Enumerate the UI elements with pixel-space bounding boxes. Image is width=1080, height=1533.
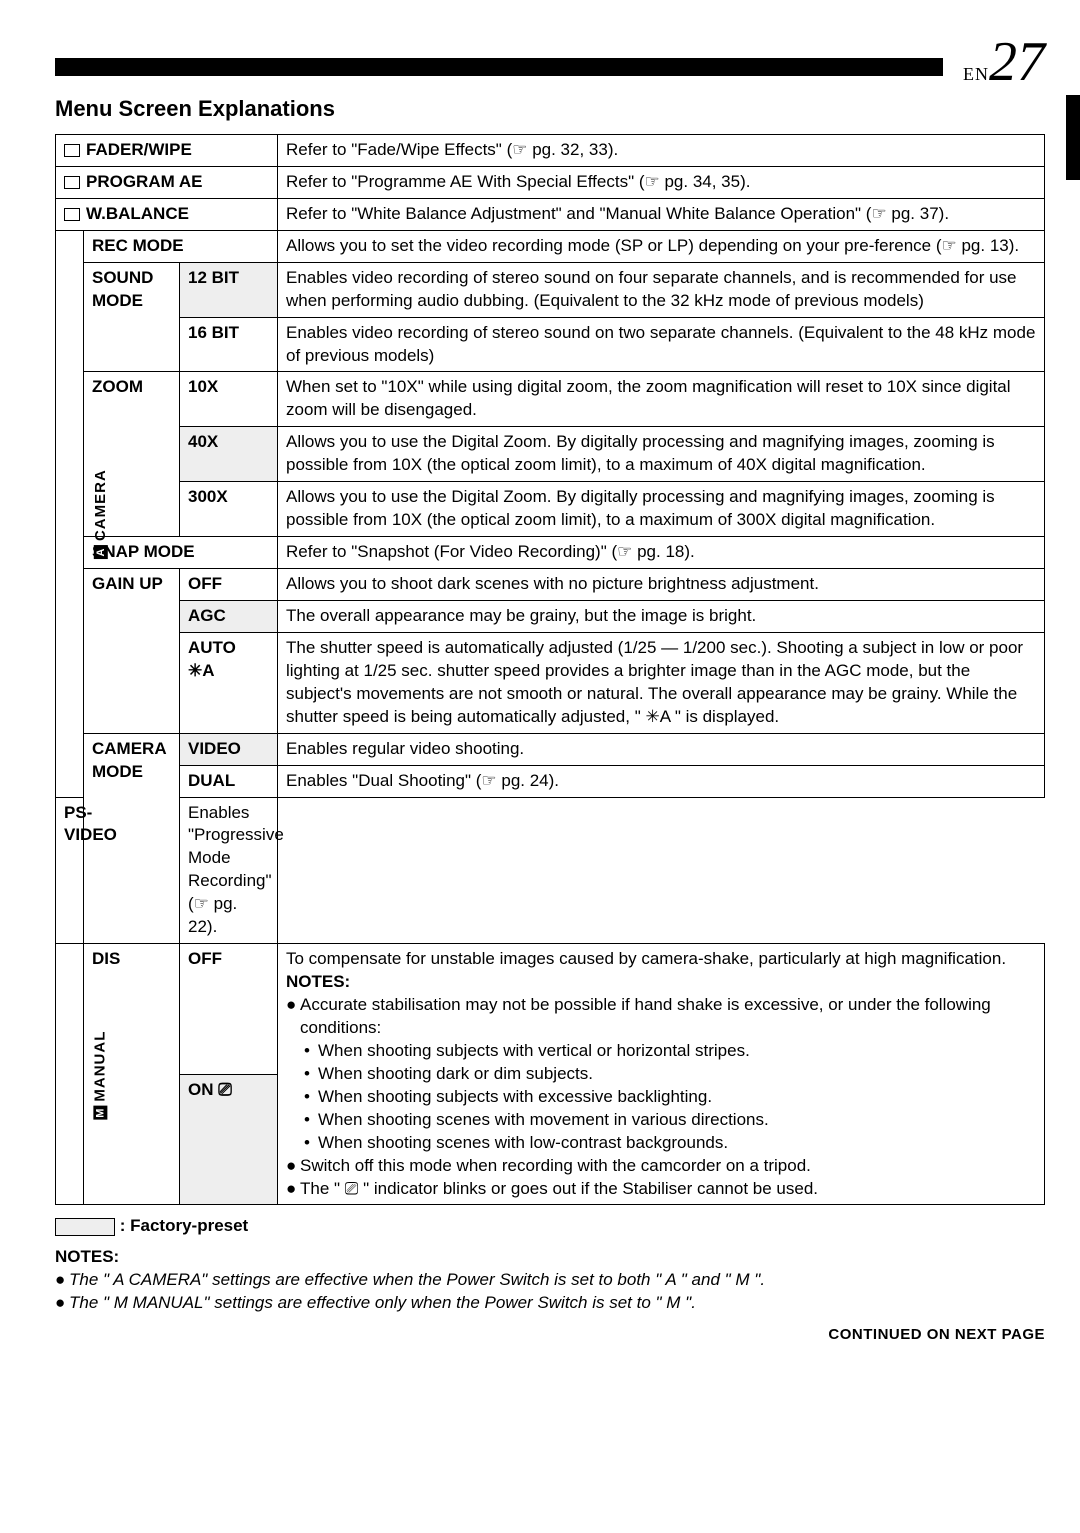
program-ae-icon (64, 176, 80, 189)
preset-swatch (55, 1218, 115, 1236)
zoom-10x-label: 10X (180, 372, 278, 427)
zoom-300x-label: 300X (180, 482, 278, 537)
manual-side-label: MMANUAL (56, 944, 84, 1205)
menu-table: FADER/WIPE Refer to "Fade/Wipe Effects" … (55, 134, 1045, 1206)
gain-off-desc: Allows you to shoot dark scenes with no … (278, 569, 1045, 601)
gain-up-label: GAIN UP (84, 569, 180, 734)
camera-side-text: CAMERA (92, 469, 109, 541)
cm-dual-label: DUAL (180, 765, 278, 797)
continued-label: CONTINUED ON NEXT PAGE (55, 1325, 1045, 1345)
cm-video-label: VIDEO (180, 733, 278, 765)
dis-sub1: When shooting subjects with vertical or … (318, 1040, 750, 1063)
gain-auto-desc: The shutter speed is automatically adjus… (278, 632, 1045, 733)
sound-12bit-desc: Enables video recording of stereo sound … (278, 262, 1045, 317)
page-prefix: EN (963, 62, 989, 86)
sound-12bit-label: 12 BIT (180, 262, 278, 317)
dis-note3: The " ⎚ " indicator blinks or goes out i… (300, 1178, 818, 1201)
zoom-10x-desc: When set to "10X" while using digital zo… (278, 372, 1045, 427)
gain-auto-text: AUTO (188, 637, 269, 660)
gain-auto-label: AUTO ✳A (180, 632, 278, 733)
dis-notes-title: NOTES: (286, 971, 1036, 994)
dis-on-label: ON ⎚ (180, 1074, 278, 1205)
sound-16bit-label: 16 BIT (180, 317, 278, 372)
dis-note1: Accurate stabilisation may not be possib… (300, 994, 1036, 1040)
dis-sub3: When shooting subjects with excessive ba… (318, 1086, 712, 1109)
camera-side-icon: A (94, 545, 108, 559)
zoom-40x-label: 40X (180, 427, 278, 482)
program-ae-desc: Refer to "Programme AE With Special Effe… (278, 166, 1045, 198)
page-number: EN 27 (963, 40, 1045, 86)
cm-video-desc: Enables regular video shooting. (278, 733, 1045, 765)
gain-auto-sublabel: ✳A (188, 660, 269, 683)
wbalance-label: W.BALANCE (86, 204, 189, 223)
cm-psvideo-label: PS-VIDEO (56, 797, 84, 944)
footer-note-1: The " A CAMERA" settings are effective w… (69, 1269, 765, 1292)
page-number-value: 27 (989, 40, 1045, 85)
zoom-40x-desc: Allows you to use the Digital Zoom. By d… (278, 427, 1045, 482)
fader-wipe-icon (64, 144, 80, 157)
program-ae-label: PROGRAM AE (86, 172, 203, 191)
sound-mode-label: SOUND MODE (84, 262, 180, 372)
header-black-bar (55, 58, 943, 76)
cm-psvideo-desc: Enables "Progressive Mode Recording" (☞ … (180, 797, 278, 944)
sound-16bit-desc: Enables video recording of stereo sound … (278, 317, 1045, 372)
footer-note-2: The " M MANUAL" settings are effective o… (69, 1292, 696, 1315)
preset-legend: : Factory-preset (55, 1215, 1045, 1238)
page-edge-tab (1066, 95, 1080, 180)
gain-agc-desc: The overall appearance may be grainy, bu… (278, 600, 1045, 632)
zoom-300x-desc: Allows you to use the Digital Zoom. By d… (278, 482, 1045, 537)
footer-notes-title: NOTES: (55, 1246, 1045, 1269)
page-title: Menu Screen Explanations (55, 94, 1045, 124)
dis-off-label: OFF (180, 944, 278, 1075)
dis-sub4: When shooting scenes with movement in va… (318, 1109, 769, 1132)
wbalance-icon (64, 208, 80, 221)
dis-intro: To compensate for unstable images caused… (286, 948, 1036, 971)
wbalance-desc: Refer to "White Balance Adjustment" and … (278, 198, 1045, 230)
cm-dual-desc: Enables "Dual Shooting" (☞ pg. 24). (278, 765, 1045, 797)
dis-sub2: When shooting dark or dim subjects. (318, 1063, 593, 1086)
top-bar: EN 27 (55, 40, 1045, 86)
dis-desc-cell: To compensate for unstable images caused… (278, 944, 1045, 1205)
rec-mode-label: REC MODE (84, 230, 278, 262)
manual-side-text: MANUAL (91, 1030, 108, 1101)
row-fader-wipe-header: FADER/WIPE (56, 134, 278, 166)
dis-sub5: When shooting scenes with low-contrast b… (318, 1132, 728, 1155)
camera-side-label: ACAMERA (56, 230, 84, 797)
rec-mode-desc: Allows you to set the video recording mo… (278, 230, 1045, 262)
snap-mode-label: SNAP MODE (84, 537, 278, 569)
gain-off-label: OFF (180, 569, 278, 601)
manual-side-icon: M (93, 1105, 107, 1119)
dis-note2: Switch off this mode when recording with… (300, 1155, 811, 1178)
footer-notes: NOTES: ●The " A CAMERA" settings are eff… (55, 1246, 1045, 1315)
fader-wipe-label: FADER/WIPE (86, 140, 192, 159)
fader-wipe-desc: Refer to "Fade/Wipe Effects" (☞ pg. 32, … (278, 134, 1045, 166)
gain-agc-label: AGC (180, 600, 278, 632)
snap-mode-desc: Refer to "Snapshot (For Video Recording)… (278, 537, 1045, 569)
row-program-ae-header: PROGRAM AE (56, 166, 278, 198)
preset-label: : Factory-preset (120, 1216, 248, 1235)
row-wbalance-header: W.BALANCE (56, 198, 278, 230)
